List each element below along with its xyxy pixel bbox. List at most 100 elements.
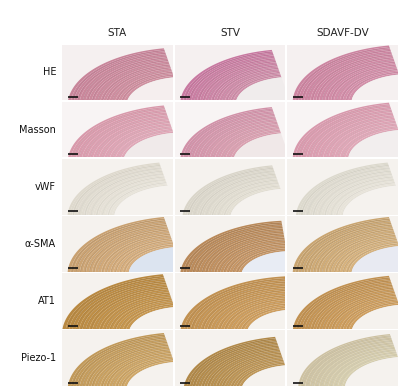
Polygon shape	[316, 229, 394, 291]
Polygon shape	[84, 114, 167, 180]
Polygon shape	[62, 274, 164, 355]
Polygon shape	[233, 76, 281, 117]
Polygon shape	[296, 47, 390, 118]
Polygon shape	[334, 123, 396, 173]
Polygon shape	[338, 183, 395, 229]
Polygon shape	[326, 119, 395, 175]
Polygon shape	[337, 125, 397, 173]
Polygon shape	[102, 180, 166, 230]
Polygon shape	[298, 334, 390, 388]
Polygon shape	[235, 362, 284, 388]
Polygon shape	[104, 235, 171, 288]
Polygon shape	[224, 357, 282, 388]
Polygon shape	[223, 128, 280, 176]
Polygon shape	[325, 292, 395, 348]
Polygon shape	[213, 293, 290, 355]
Polygon shape	[319, 345, 394, 388]
Polygon shape	[328, 63, 396, 114]
Polygon shape	[340, 299, 398, 345]
Polygon shape	[227, 358, 283, 388]
Polygon shape	[77, 222, 166, 293]
Polygon shape	[128, 247, 184, 284]
Polygon shape	[319, 230, 394, 290]
Polygon shape	[185, 166, 273, 242]
Polygon shape	[109, 69, 172, 116]
Polygon shape	[98, 232, 170, 289]
Polygon shape	[101, 122, 170, 177]
Polygon shape	[236, 77, 291, 116]
Polygon shape	[96, 177, 164, 232]
Polygon shape	[221, 355, 282, 388]
Polygon shape	[304, 51, 392, 117]
Polygon shape	[315, 114, 393, 177]
Polygon shape	[352, 246, 400, 284]
Polygon shape	[70, 107, 165, 182]
Polygon shape	[204, 347, 279, 388]
Polygon shape	[89, 227, 168, 291]
Polygon shape	[319, 174, 392, 232]
Text: STA: STA	[108, 28, 127, 38]
Polygon shape	[90, 116, 168, 179]
Polygon shape	[232, 247, 286, 291]
Polygon shape	[220, 184, 279, 234]
Polygon shape	[312, 112, 393, 177]
Polygon shape	[326, 348, 395, 388]
Polygon shape	[97, 63, 170, 117]
Polygon shape	[115, 129, 172, 175]
Polygon shape	[180, 50, 272, 128]
Polygon shape	[88, 59, 168, 118]
Polygon shape	[122, 244, 174, 285]
Polygon shape	[220, 127, 279, 177]
Polygon shape	[123, 133, 184, 173]
Polygon shape	[112, 355, 172, 388]
Polygon shape	[298, 279, 390, 352]
Polygon shape	[120, 132, 174, 174]
Polygon shape	[300, 335, 391, 388]
Polygon shape	[241, 251, 291, 289]
Polygon shape	[348, 73, 399, 111]
Polygon shape	[304, 223, 392, 293]
Polygon shape	[247, 310, 296, 347]
Polygon shape	[302, 222, 391, 293]
Polygon shape	[307, 283, 392, 351]
Polygon shape	[320, 116, 394, 175]
Polygon shape	[324, 177, 393, 232]
Text: SDAVF-DV: SDAVF-DV	[316, 28, 369, 38]
Polygon shape	[112, 70, 172, 115]
Polygon shape	[345, 129, 398, 171]
Polygon shape	[188, 111, 274, 184]
Polygon shape	[334, 296, 396, 346]
Polygon shape	[336, 182, 395, 230]
Polygon shape	[94, 61, 169, 118]
Polygon shape	[82, 340, 167, 388]
Polygon shape	[92, 289, 169, 350]
Polygon shape	[126, 246, 174, 284]
Polygon shape	[70, 50, 165, 121]
Polygon shape	[214, 237, 284, 296]
Polygon shape	[106, 352, 171, 388]
Polygon shape	[348, 130, 400, 171]
Polygon shape	[305, 167, 390, 235]
Polygon shape	[88, 173, 163, 233]
Polygon shape	[83, 225, 167, 292]
Polygon shape	[204, 119, 276, 180]
Polygon shape	[105, 181, 166, 230]
Polygon shape	[328, 234, 396, 288]
Polygon shape	[204, 233, 284, 298]
Text: Piezo-1: Piezo-1	[21, 353, 56, 363]
Polygon shape	[89, 288, 168, 351]
Polygon shape	[331, 236, 396, 288]
Polygon shape	[183, 108, 273, 185]
Polygon shape	[76, 53, 166, 120]
Polygon shape	[74, 336, 165, 388]
Polygon shape	[342, 127, 398, 171]
Polygon shape	[190, 169, 274, 241]
Text: HE: HE	[42, 68, 56, 78]
Polygon shape	[314, 342, 393, 388]
Polygon shape	[322, 290, 394, 348]
Polygon shape	[91, 345, 168, 388]
Polygon shape	[192, 170, 274, 240]
Polygon shape	[293, 45, 389, 118]
Polygon shape	[122, 304, 174, 345]
Polygon shape	[114, 71, 172, 115]
